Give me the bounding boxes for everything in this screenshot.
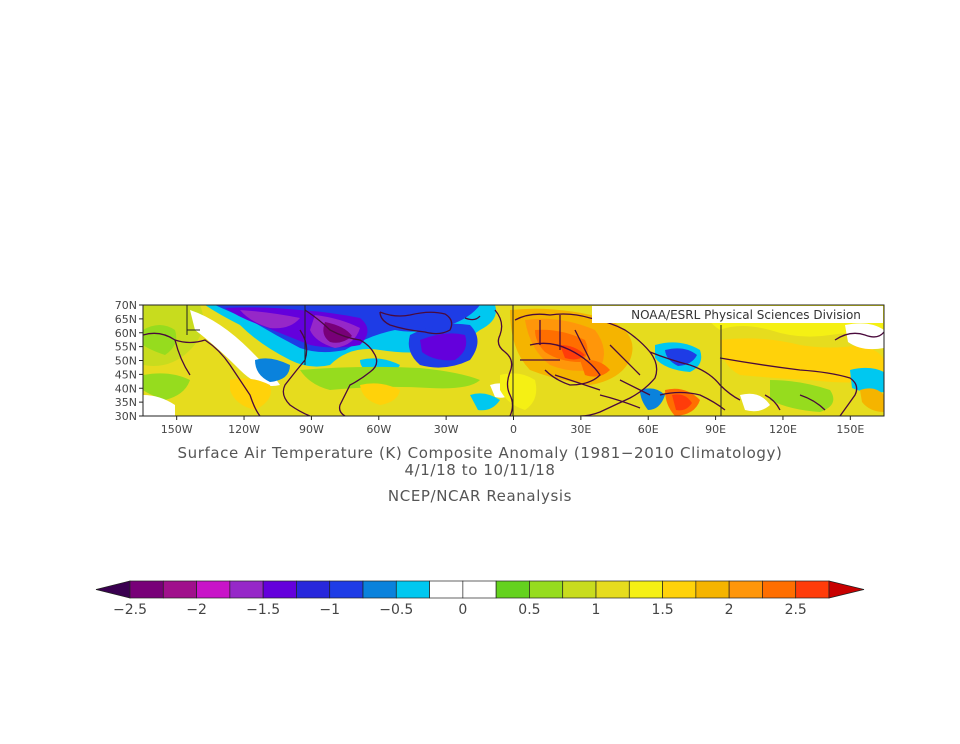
lat-tick-label: 70N: [115, 299, 137, 312]
colorbar-label: 1: [592, 602, 601, 618]
colorbar-swatch: [762, 580, 797, 599]
colorbar-label: −1.5: [246, 602, 280, 618]
lon-tick-label: 60E: [638, 423, 659, 436]
colorbar-swatch: [662, 580, 697, 599]
lon-tick-label: 90E: [705, 423, 726, 436]
lat-tick-label: 40N: [115, 382, 137, 395]
lon-tick-label: 150E: [836, 423, 864, 436]
lat-tick-label: 55N: [115, 341, 137, 354]
lon-tick-label: 120E: [769, 423, 797, 436]
lon-tick-label: 30W: [434, 423, 459, 436]
lon-tick-label: 0: [510, 423, 517, 436]
colorbar-swatch: [196, 580, 231, 599]
colorbar-swatch: [429, 580, 464, 599]
lat-tick-label: 30N: [115, 410, 137, 423]
lon-tick-label: 150W: [161, 423, 193, 436]
colorbar-label: −2: [186, 602, 207, 618]
colorbar-swatch: [296, 580, 331, 599]
lon-tick-label: 120W: [228, 423, 260, 436]
colorbar-swatch: [728, 580, 763, 599]
colorbar-label: 1.5: [651, 602, 673, 618]
colorbar-swatch: [329, 580, 364, 599]
colorbar-label: 0: [458, 602, 467, 618]
colorbar-label: 2.5: [785, 602, 807, 618]
colorbar-arrow-low: [95, 580, 131, 599]
lat-tick-label: 60N: [115, 327, 137, 340]
colorbar-swatch: [462, 580, 497, 599]
lat-tick-label: 35N: [115, 396, 137, 409]
lat-tick-label: 65N: [115, 313, 137, 326]
colorbar-label: −1: [319, 602, 340, 618]
date-range: 4/1/18 to 10/11/18: [404, 461, 556, 479]
colorbar-swatch: [695, 580, 730, 599]
lat-tick-label: 45N: [115, 368, 137, 381]
colorbar-swatch: [162, 580, 197, 599]
colorbar-swatch: [562, 580, 597, 599]
colorbar-arrow-high: [828, 580, 865, 599]
colorbar-swatch: [395, 580, 430, 599]
figure-title: Surface Air Temperature (K) Composite An…: [177, 444, 783, 462]
data-source: NCEP/NCAR Reanalysis: [387, 487, 573, 505]
lat-tick-label: 50N: [115, 355, 137, 368]
longitude-axis: 150W 120W 90W 60W 30W 0 30E 60E 90E 120E 150E: [161, 416, 864, 436]
colorbar: −2.5 −2 −1.5 −1 −0.5 0 0.5 1 1.5 2 2.5: [95, 580, 865, 618]
colorbar-swatch: [795, 580, 830, 599]
colorbar-swatch: [628, 580, 663, 599]
coastlines: [143, 309, 884, 416]
colorbar-swatch: [262, 580, 297, 599]
lon-tick-label: 30E: [570, 423, 591, 436]
lon-tick-label: 60W: [366, 423, 391, 436]
colorbar-label: −0.5: [379, 602, 413, 618]
colorbar-swatch: [362, 580, 397, 599]
colorbar-label: 0.5: [518, 602, 540, 618]
colorbar-swatch: [529, 580, 564, 599]
colorbar-swatch: [129, 580, 164, 599]
lon-tick-label: 90W: [299, 423, 324, 436]
watermark-text: NOAA/ESRL Physical Sciences Division: [631, 308, 861, 322]
colorbar-swatch: [229, 580, 264, 599]
colorbar-swatch: [495, 580, 530, 599]
colorbar-label: 2: [725, 602, 734, 618]
colorbar-swatch: [595, 580, 630, 599]
grid-lines: [186, 305, 722, 416]
colorbar-label: −2.5: [113, 602, 147, 618]
